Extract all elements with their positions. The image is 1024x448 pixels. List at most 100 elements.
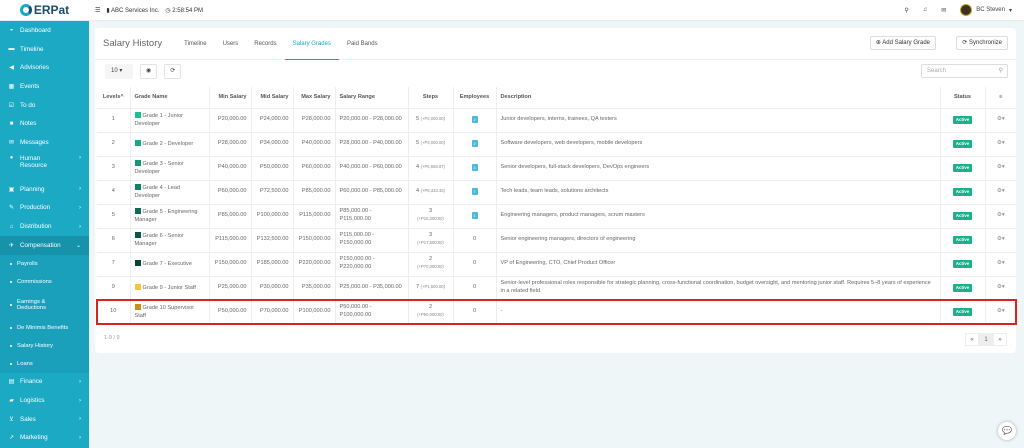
sidebar-item-planning[interactable]: ▣ Planning › — [8, 185, 81, 193]
grade-color-swatch — [134, 183, 141, 190]
table-row[interactable]: 6 Grade 6 - Senior Manager P115,000.00 P… — [97, 228, 1016, 253]
chat-button[interactable]: 💬 — [998, 422, 1016, 440]
sidebar-item-finance[interactable]: ▤ Finance › — [8, 378, 81, 386]
sidebar-item-marketing[interactable]: ↗ Marketing › — [8, 434, 81, 442]
add-salary-grade-button[interactable]: ⊕ Add Salary Grade — [869, 36, 936, 50]
row-actions-button[interactable]: ⚙▾ — [985, 228, 1016, 253]
level: 6 — [97, 228, 131, 253]
row-actions-button[interactable]: ⚙▾ — [985, 108, 1016, 133]
table-row[interactable]: 7 Grade 7 - Executive P150,000.00 P185,0… — [97, 252, 1016, 277]
sidebar-item-notes[interactable]: ■ Notes — [9, 120, 37, 128]
employees: 3 — [453, 156, 497, 181]
user-menu[interactable]: BC Steven ▾ — [960, 4, 1012, 16]
tab-salary-grades[interactable]: Salary Grades — [284, 28, 339, 60]
logo[interactable]: ERPat — [0, 3, 89, 17]
grade-color-swatch — [134, 231, 141, 238]
header-mid-salary[interactable]: Mid Salary — [251, 87, 294, 109]
sidebar-item-logistics[interactable]: ▰ Logistics › — [9, 397, 81, 405]
employees-badge[interactable]: 1 — [471, 211, 478, 219]
sidebar-subitem-de-minimis-benefits[interactable]: De Minimis Benefits — [0, 318, 89, 337]
sidebar-item-distribution[interactable]: ⌂ Distribution › — [9, 223, 81, 231]
table-row[interactable]: 9 Grade 9 - Junior Staff P25,000.00 P30,… — [97, 276, 1016, 301]
sidebar-item-human-resource[interactable]: ● Human Resource › — [9, 154, 81, 169]
employees-badge[interactable]: 2 — [471, 115, 478, 123]
sidebar-item-dashboard[interactable]: ◒ Dashboard — [9, 26, 51, 34]
status: Active — [940, 156, 986, 181]
search-input[interactable]: Search ⚲ — [921, 64, 1008, 78]
table-row[interactable]: 4 Grade 4 - Lead Developer P60,000.00 P7… — [97, 180, 1016, 205]
mail-icon[interactable]: ✉ — [941, 7, 947, 14]
checkbox-icon: ☑ — [8, 102, 15, 109]
sidebar-subitem-salary-history[interactable]: Salary History — [0, 336, 89, 355]
tab-users[interactable]: Users — [222, 40, 239, 47]
table-row[interactable]: 1 Grade 1 - Junior Developer P20,000.00 … — [97, 108, 1016, 133]
next-page-button[interactable]: » — [993, 333, 1007, 346]
header-levels[interactable]: Levels^ — [97, 87, 131, 109]
refresh-button[interactable]: ⟳ — [164, 64, 182, 79]
sidebar-subitem-commissions[interactable]: Commissions — [0, 272, 89, 291]
bullet-icon — [10, 326, 12, 329]
clock: ◷ 2:58:54 PM — [165, 7, 203, 14]
description: Senior-level professional roles responsi… — [496, 276, 941, 301]
sidebar-subitem-payrolls[interactable]: Payrolls — [0, 254, 89, 273]
table-row[interactable]: 5 Grade 5 - Engineering Manager P85,000.… — [97, 204, 1016, 229]
employees: 0 — [453, 276, 497, 301]
envelope-icon: ✉ — [8, 139, 15, 146]
header-salary-range[interactable]: Salary Range — [335, 87, 409, 109]
gears-icon: ⚙▾ — [996, 284, 1005, 291]
salary-range: P25,000.00 - P35,000.00 — [335, 276, 409, 301]
row-actions-button[interactable]: ⚙▾ — [985, 132, 1016, 157]
prev-page-button[interactable]: « — [965, 333, 979, 346]
row-actions-button[interactable]: ⚙▾ — [985, 180, 1016, 205]
sidebar-item-timeline[interactable]: ▬ Timeline — [8, 45, 44, 53]
column-menu-icon[interactable]: ≡ — [985, 87, 1016, 109]
tab-timeline[interactable]: Timeline — [184, 40, 207, 47]
menu-toggle-icon[interactable]: ☰ — [95, 7, 101, 14]
status: Active — [940, 276, 986, 301]
steps: 2 (+P50,000.00) — [408, 300, 454, 325]
row-actions-button[interactable]: ⚙▾ — [985, 156, 1016, 181]
header-description[interactable]: Description — [496, 87, 941, 109]
header-grade-name[interactable]: Grade Name — [130, 87, 210, 109]
row-actions-button[interactable]: ⚙▾ — [985, 204, 1016, 229]
search-icon[interactable]: ⚲ — [904, 7, 909, 14]
table-row[interactable]: 3 Grade 3 - Senior Developer P40,000.00 … — [97, 156, 1016, 181]
employees-badge[interactable]: 7 — [471, 187, 478, 195]
table-row[interactable]: 2 Grade 2 - Developer P28,000.00 P34,000… — [97, 132, 1016, 157]
sidebar-item-advisories[interactable]: ◀ Advisories — [9, 64, 50, 72]
toggle-columns-button[interactable]: ◉ — [140, 64, 158, 79]
page-1-button[interactable]: 1 — [979, 333, 993, 346]
header-status[interactable]: Status — [940, 87, 986, 109]
sidebar-item-events[interactable]: ▦ Events — [8, 82, 40, 90]
salary-grades-table: Levels^ Grade Name Min Salary Mid Salary… — [96, 87, 1017, 325]
table-row[interactable]: 10 Grade 10 Supervisor Staff P50,000.00 … — [96, 299, 1017, 325]
tab-records[interactable]: Records — [254, 40, 277, 47]
synchronize-button[interactable]: ⟳ Synchronize — [956, 36, 1008, 50]
bullet-icon — [10, 344, 12, 347]
min-salary: P115,000.00 — [209, 228, 252, 253]
sidebar-item-to-do[interactable]: ☑ To do — [8, 101, 36, 109]
tab-paid-bands[interactable]: Paid Bands — [346, 40, 378, 47]
bell-icon[interactable]: ♫ — [922, 7, 928, 13]
header-employees[interactable]: Employees — [453, 87, 497, 109]
sidebar-item-production[interactable]: ✎ Production › — [8, 204, 81, 212]
page-size-select[interactable]: 10 ▾ — [105, 64, 133, 79]
sidebar-item-messages[interactable]: ✉ Messages — [8, 138, 49, 146]
employees-badge[interactable]: 2 — [471, 139, 478, 147]
max-salary: P115,000.00 — [293, 204, 336, 229]
row-actions-button[interactable]: ⚙▾ — [985, 252, 1016, 277]
sidebar-item-sales[interactable]: ⊻ Sales › — [9, 415, 81, 423]
sidebar-subitem-loans[interactable]: Loans — [0, 354, 89, 373]
header-min-salary[interactable]: Min Salary — [209, 87, 252, 109]
level: 1 — [97, 108, 131, 133]
sidebar-item-compensation[interactable]: ✈ Compensation ⌄ — [0, 235, 89, 255]
employees-badge[interactable]: 3 — [471, 163, 478, 171]
mid-salary: P70,000.00 — [251, 300, 294, 325]
sidebar-subitem-earnings-deductions[interactable]: Earnings & Deductions — [0, 290, 89, 319]
min-salary: P60,000.00 — [209, 180, 252, 205]
header-steps[interactable]: Steps — [408, 87, 454, 109]
row-actions-button[interactable]: ⚙▾ — [985, 300, 1016, 325]
header-max-salary[interactable]: Max Salary — [293, 87, 336, 109]
row-actions-button[interactable]: ⚙▾ — [985, 276, 1016, 301]
salary-range: P50,000.00 - P100,000.00 — [335, 300, 409, 325]
